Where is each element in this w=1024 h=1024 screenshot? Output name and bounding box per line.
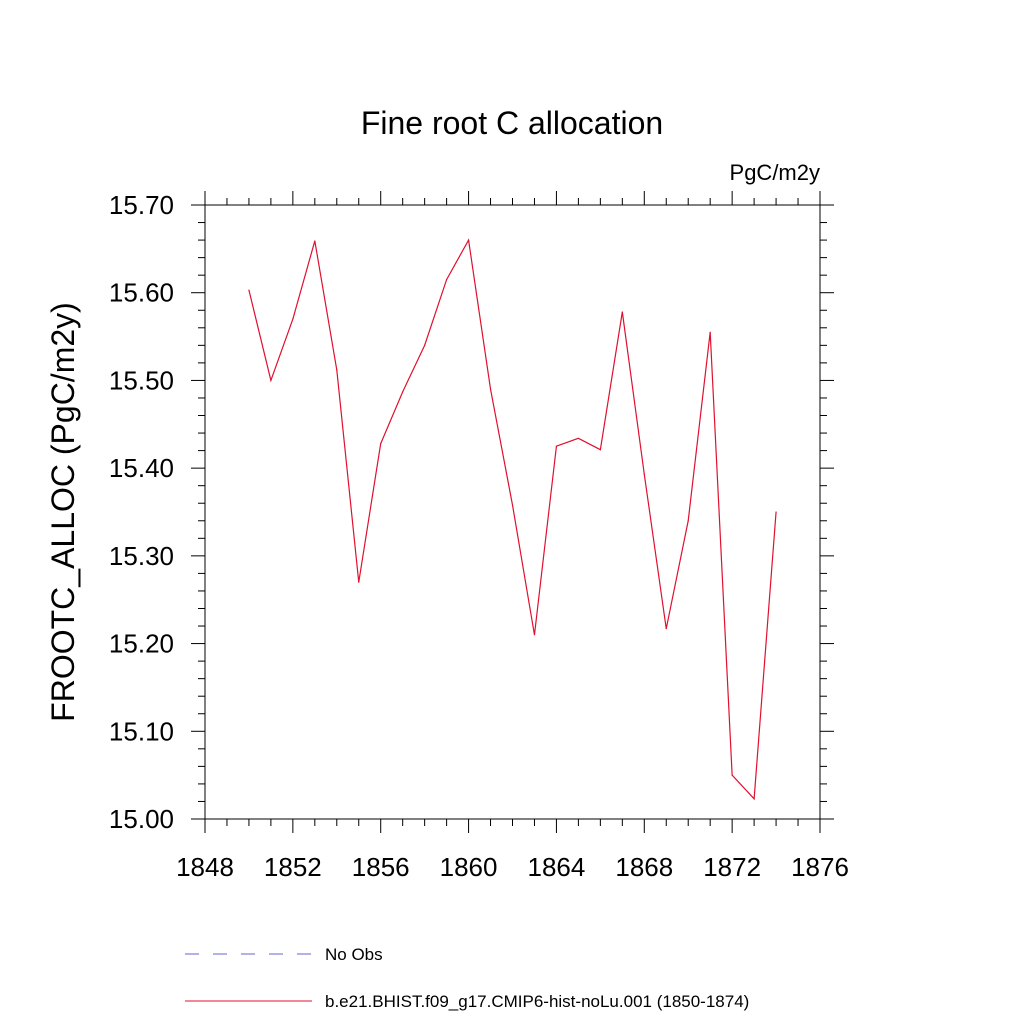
data-point xyxy=(424,344,426,346)
x-tick-label: 1852 xyxy=(264,852,322,882)
y-tick-label: 15.10 xyxy=(109,716,174,746)
data-point xyxy=(533,634,536,636)
data-point xyxy=(358,581,360,583)
x-tick-label: 1848 xyxy=(176,852,234,882)
data-point xyxy=(709,331,711,333)
data-point xyxy=(753,798,755,800)
data-point xyxy=(731,774,733,776)
data-point xyxy=(402,391,404,393)
data-point xyxy=(489,388,492,390)
y-tick-label: 15.60 xyxy=(109,278,174,308)
x-tick-label: 1868 xyxy=(615,852,673,882)
data-point xyxy=(336,369,338,371)
data-point xyxy=(621,311,623,313)
y-tick-label: 15.70 xyxy=(109,190,174,220)
x-tick-label: 1864 xyxy=(528,852,586,882)
x-tick-label: 1856 xyxy=(352,852,410,882)
ticks-layer: 1848 1852 1856 1860 1864 1868 1872 1876 15.00 15.… xyxy=(109,190,849,882)
y-tick-label: 15.30 xyxy=(109,541,174,571)
y-tick-label: 15.00 xyxy=(109,804,174,834)
data-point xyxy=(775,511,777,513)
y-tick-label: 15.20 xyxy=(109,629,174,659)
series-layer xyxy=(248,238,777,801)
data-point xyxy=(467,239,470,241)
y-tick-label: 15.40 xyxy=(109,453,174,483)
data-point xyxy=(643,473,645,475)
y-tick-label: 15.50 xyxy=(109,365,174,395)
plot-frame xyxy=(204,204,821,820)
y-axis-label: FROOTC_ALLOC (PgC/m2y) xyxy=(45,302,81,722)
data-point xyxy=(687,520,689,522)
chart-title: Fine root C allocation xyxy=(361,105,663,141)
x-tick-label: 1860 xyxy=(440,852,498,882)
legend-label: No Obs xyxy=(325,945,383,964)
legend: No Obs b.e21.BHIST.f09_g17.CMIP6-hist-noL… xyxy=(185,945,749,1011)
data-point xyxy=(511,504,514,506)
data-point xyxy=(555,445,558,447)
legend-label: b.e21.BHIST.f09_g17.CMIP6-hist-noLu.001 … xyxy=(325,992,749,1011)
series-line xyxy=(248,238,777,801)
x-tick-label: 1876 xyxy=(791,852,849,882)
data-point xyxy=(380,442,382,445)
data-point xyxy=(446,278,448,281)
data-point xyxy=(665,628,667,630)
data-point xyxy=(270,379,272,382)
x-tick-label: 1872 xyxy=(703,852,761,882)
data-point xyxy=(314,240,316,242)
data-point xyxy=(599,449,601,451)
data-point xyxy=(292,318,294,320)
data-point xyxy=(248,289,250,291)
units-label: PgC/m2y xyxy=(730,160,820,185)
data-point xyxy=(577,437,579,439)
